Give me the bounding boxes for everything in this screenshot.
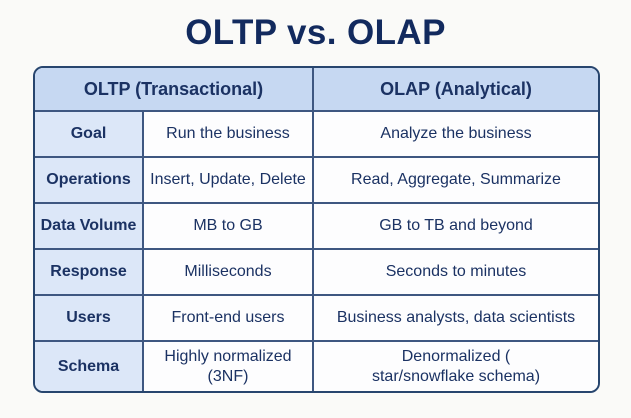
row-header-schema: Schema <box>35 342 144 391</box>
row-header-operations: Operations <box>35 158 144 204</box>
page-title: OLTP vs. OLAP <box>185 13 446 52</box>
olap-users-cell: Business analysts, data scientists <box>314 296 598 342</box>
row-header-response: Response <box>35 250 144 296</box>
oltp-users-cell: Front-end users <box>144 296 314 342</box>
olap-response-cell: Seconds to minutes <box>314 250 598 296</box>
olap-data-volume-cell: GB to TB and beyond <box>314 204 598 250</box>
row-header-data-volume: Data Volume <box>35 204 144 250</box>
row-header-users: Users <box>35 296 144 342</box>
oltp-data-volume-cell: MB to GB <box>144 204 314 250</box>
comparison-table: OLTP (Transactional) OLAP (Analytical) G… <box>33 66 600 393</box>
oltp-schema-cell: Highly normalized (3NF) <box>144 342 314 391</box>
column-header-olap: OLAP (Analytical) <box>314 68 598 112</box>
olap-operations-cell: Read, Aggregate, Summarize <box>314 158 598 204</box>
olap-schema-cell: Denormalized ( star/snowflake schema) <box>314 342 598 391</box>
column-header-oltp: OLTP (Transactional) <box>35 68 314 112</box>
oltp-goal-cell: Run the business <box>144 112 314 158</box>
oltp-response-cell: Milliseconds <box>144 250 314 296</box>
olap-goal-cell: Analyze the business <box>314 112 598 158</box>
row-header-goal: Goal <box>35 112 144 158</box>
oltp-operations-cell: Insert, Update, Delete <box>144 158 314 204</box>
